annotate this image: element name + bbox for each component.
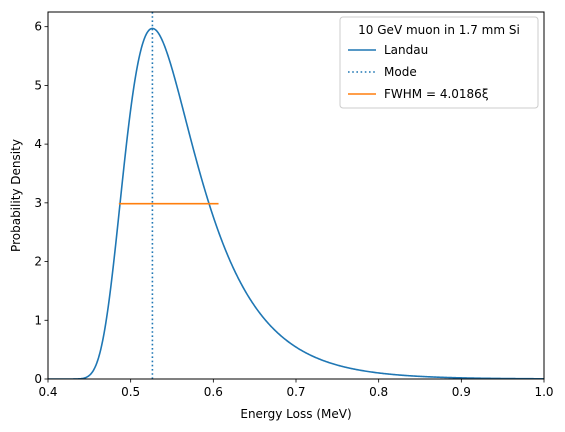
y-tick-label: 6 — [34, 20, 42, 34]
x-axis: 0.4 0.5 0.6 0.7 0.8 0.9 1.0 — [38, 379, 554, 399]
legend-title: 10 GeV muon in 1.7 mm Si — [358, 23, 520, 37]
y-tick-label: 1 — [34, 313, 42, 327]
y-tick-label: 4 — [34, 137, 42, 151]
legend-entry-label: Landau — [384, 43, 428, 57]
y-tick-label: 0 — [34, 372, 42, 386]
x-tick-label: 0.4 — [38, 385, 57, 399]
y-tick-label: 5 — [34, 78, 42, 92]
x-tick-label: 0.8 — [369, 385, 388, 399]
y-axis-label: Probability Density — [9, 139, 23, 252]
y-axis: 0 1 2 3 4 5 6 — [34, 20, 48, 386]
x-axis-label: Energy Loss (MeV) — [240, 407, 351, 421]
x-tick-label: 0.6 — [204, 385, 223, 399]
y-tick-label: 3 — [34, 196, 42, 210]
y-tick-label: 2 — [34, 255, 42, 269]
legend-entries: Landau Mode FWHM = 4.0186ξ — [348, 43, 489, 101]
x-tick-label: 0.9 — [452, 385, 471, 399]
x-tick-label: 0.5 — [121, 385, 140, 399]
legend-entry-label: Mode — [384, 65, 417, 79]
x-tick-label: 0.7 — [286, 385, 305, 399]
legend-box — [339, 16, 539, 109]
legend: 10 GeV muon in 1.7 mm Si Landau Mode FWHM … — [339, 16, 539, 109]
series-layer — [48, 12, 544, 379]
x-tick-label: 1.0 — [534, 385, 553, 399]
series-landau-line — [48, 27, 544, 379]
legend-entry-label: FWHM = 4.0186ξ — [384, 87, 489, 101]
